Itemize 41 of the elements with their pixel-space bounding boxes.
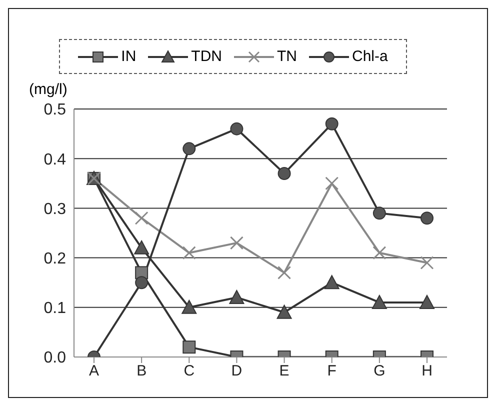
- point: [230, 122, 244, 136]
- point: [182, 340, 196, 354]
- point: [278, 166, 291, 180]
- point: [276, 304, 292, 319]
- y-tick-label: 0.0: [44, 350, 66, 367]
- point: [372, 206, 386, 220]
- point: [229, 290, 244, 304]
- point: [325, 176, 339, 190]
- y-tick-label: 0.4: [44, 151, 66, 168]
- y-tick-label: 0.5: [44, 102, 66, 119]
- x-tick-label: G: [374, 362, 386, 380]
- point: [420, 294, 434, 309]
- point: [324, 275, 340, 290]
- x-tick-label: A: [88, 362, 100, 380]
- point: [182, 246, 196, 260]
- point: [372, 246, 386, 260]
- legend-label: TN: [276, 48, 297, 65]
- point: [182, 300, 197, 314]
- point: [135, 276, 148, 290]
- point: [278, 266, 292, 280]
- x-tick-label: E: [279, 362, 290, 380]
- legend-label: Chl-a: [350, 48, 388, 65]
- point: [134, 240, 150, 254]
- x-tick-label: F: [327, 362, 336, 380]
- x-tick-label: D: [231, 362, 242, 380]
- point: [420, 256, 434, 270]
- point: [372, 294, 387, 309]
- x-tick-label: H: [422, 362, 432, 380]
- y-tick-label: 0.3: [44, 200, 66, 218]
- x-tick-label: B: [136, 362, 147, 380]
- point: [134, 211, 148, 225]
- y-tick-label: 0.2: [44, 250, 66, 268]
- y-axis-title: (mg/l): [29, 81, 68, 98]
- point: [230, 236, 244, 250]
- y-tick-label: 0.1: [44, 300, 66, 318]
- legend-label: TDN: [190, 48, 222, 65]
- legend-label: IN: [120, 48, 136, 65]
- point: [420, 212, 434, 225]
- point: [182, 142, 196, 156]
- point: [325, 117, 338, 130]
- x-tick-label: C: [184, 362, 195, 380]
